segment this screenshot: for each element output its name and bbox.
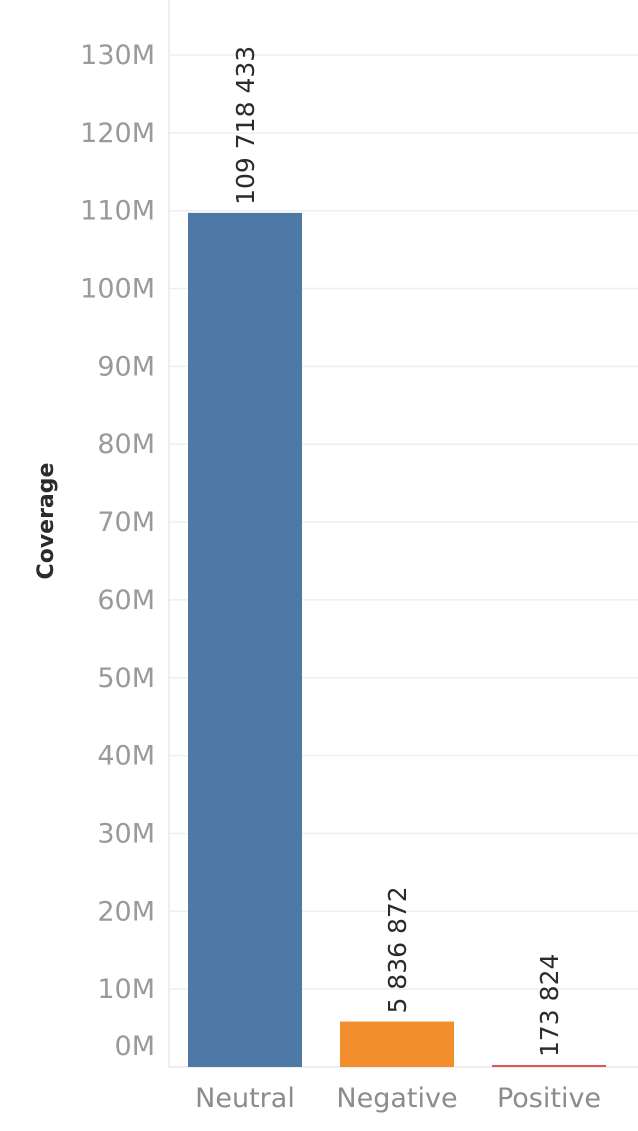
bars xyxy=(188,212,606,1067)
y-tick-label: 0M xyxy=(115,1031,155,1062)
x-axis-categories: Neutral Negative Positive xyxy=(195,1083,601,1114)
y-tick-label: 100M xyxy=(80,274,155,305)
y-tick-label: 50M xyxy=(97,663,155,694)
data-label-negative: 5 836 872 xyxy=(383,886,412,1013)
x-category-label: Neutral xyxy=(195,1083,295,1114)
data-labels: 109 718 433 5 836 872 173 824 xyxy=(231,46,564,1057)
x-category-label: Positive xyxy=(497,1083,601,1114)
y-tick-label: 20M xyxy=(97,896,155,927)
bar-positive xyxy=(492,1065,606,1067)
y-tick-label: 130M xyxy=(80,40,155,71)
bar-neutral xyxy=(188,212,302,1067)
y-tick-label: 90M xyxy=(97,351,155,382)
y-tick-label: 120M xyxy=(80,118,155,149)
y-tick-label: 30M xyxy=(97,818,155,849)
y-tick-label: 10M xyxy=(97,974,155,1005)
y-axis-ticks: 0M 10M 20M 30M 40M 50M 60M 70M 80M 90M 100M 110M 120… xyxy=(80,40,155,1062)
x-category-label: Negative xyxy=(336,1083,457,1114)
y-tick-label: 40M xyxy=(97,741,155,772)
data-label-positive: 173 824 xyxy=(535,954,564,1057)
y-tick-label: 70M xyxy=(97,507,155,538)
y-axis-title: Coverage xyxy=(34,463,59,580)
y-tick-label: 60M xyxy=(97,585,155,616)
y-tick-label: 110M xyxy=(80,196,155,227)
data-label-neutral: 109 718 433 xyxy=(231,46,260,205)
bar-negative xyxy=(340,1021,454,1067)
y-tick-label: 80M xyxy=(97,429,155,460)
